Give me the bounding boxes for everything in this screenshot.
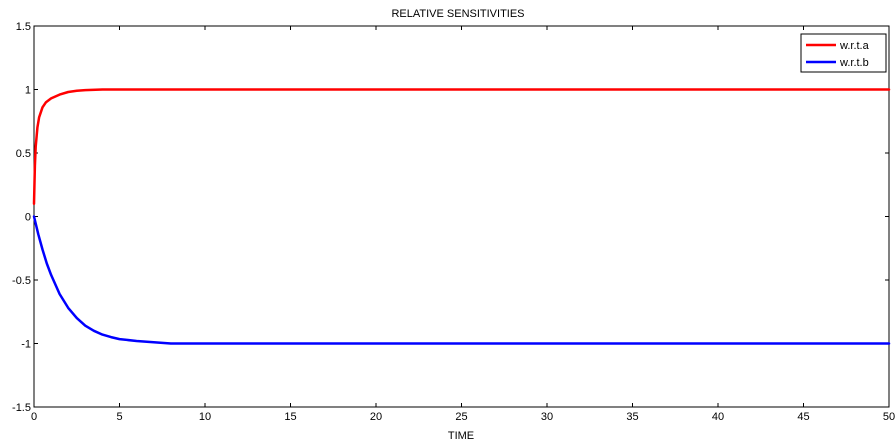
x-tick-label: 25 xyxy=(455,411,467,423)
x-tick-label: 45 xyxy=(797,411,809,423)
x-tick-label: 40 xyxy=(712,411,724,423)
y-tick-label: -1.5 xyxy=(12,402,31,414)
x-tick-label: 30 xyxy=(541,411,553,423)
y-tick-label: -0.5 xyxy=(12,275,31,287)
y-tick-label: -1 xyxy=(21,339,31,351)
series-layer xyxy=(32,88,891,345)
x-tick-label: 5 xyxy=(116,411,122,423)
series-line-1 xyxy=(32,215,891,345)
series-line-0 xyxy=(32,88,891,206)
x-tick-label: 20 xyxy=(370,411,382,423)
legend-label-w-r-t-b: w.r.t.b xyxy=(839,57,869,69)
y-tick-label: 0.5 xyxy=(16,148,31,160)
x-tick-label: 0 xyxy=(31,411,37,423)
y-tick-label: 1 xyxy=(25,85,31,97)
legend-label-w-r-t-a: w.r.t.a xyxy=(839,40,870,52)
x-tick-label: 35 xyxy=(626,411,638,423)
plot-area xyxy=(33,25,890,408)
legend-box xyxy=(800,33,887,73)
x-tick-label: 10 xyxy=(199,411,211,423)
axis-ticks: 0 5 10 15 20 25 30 35 40 45 50 -1.5 -1 -0.5 0 0.5 1 1.5 xyxy=(12,21,895,423)
x-axis-label: TIME xyxy=(448,430,474,442)
x-tick-label: 50 xyxy=(883,411,895,423)
legend: w.r.t.a w.r.t.b xyxy=(800,33,887,73)
chart-title: RELATIVE SENSITIVITIES xyxy=(391,8,524,20)
x-tick-label: 15 xyxy=(284,411,296,423)
y-tick-label: 0 xyxy=(25,212,31,224)
y-tick-label: 1.5 xyxy=(16,21,31,33)
